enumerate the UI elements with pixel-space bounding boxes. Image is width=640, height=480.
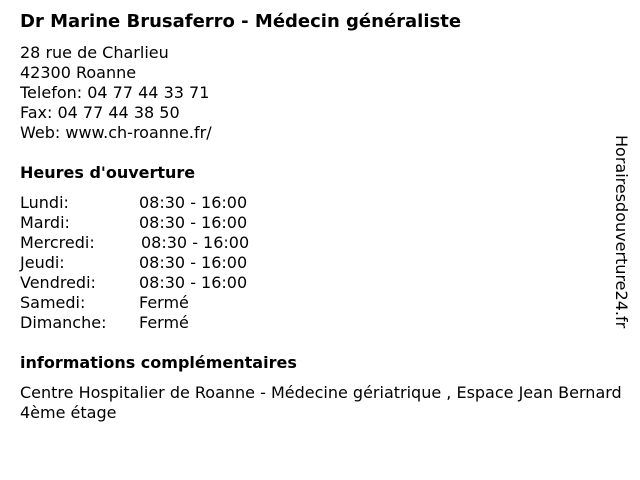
time-value: Fermé	[139, 293, 189, 312]
day-label: Mardi:	[20, 213, 70, 232]
side-brand: Horairesdouverture24.fr	[612, 135, 631, 329]
day-label: Dimanche:	[20, 313, 107, 332]
time-value: 08:30 - 16:00	[139, 253, 248, 272]
time-value: 08:30 - 16:00	[139, 213, 248, 232]
hours-row: Jeudi: 08:30 - 16:00	[20, 253, 320, 273]
phone: Telefon: 04 77 44 33 71	[20, 83, 210, 102]
day-label: Samedi:	[20, 293, 86, 312]
hours-row: Dimanche: Fermé	[20, 313, 320, 333]
time-value: 08:30 - 16:00	[139, 273, 248, 292]
day-label: Mercredi:	[20, 233, 95, 252]
hours-row: Vendredi: 08:30 - 16:00	[20, 273, 320, 293]
hours-table: Lundi: 08:30 - 16:00 Mardi: 08:30 - 16:00 …	[20, 193, 320, 333]
info-text: Centre Hospitalier de Roanne - Médecine …	[20, 383, 622, 422]
info-heading: informations complémentaires	[20, 353, 297, 372]
website: Web: www.ch-roanne.fr/	[20, 123, 212, 142]
hours-row: Mercredi: 08:30 - 16:00	[20, 233, 320, 253]
day-label: Vendredi:	[20, 273, 96, 292]
day-label: Jeudi:	[20, 253, 65, 272]
address-block: 28 rue de Charlieu 42300 Roanne Telefon:…	[20, 43, 212, 143]
city: 42300 Roanne	[20, 63, 137, 82]
street: 28 rue de Charlieu	[20, 43, 169, 62]
fax: Fax: 04 77 44 38 50	[20, 103, 180, 122]
hours-heading: Heures d'ouverture	[20, 163, 196, 182]
time-value: 08:30 - 16:00	[139, 193, 248, 212]
time-value: 08:30 - 16:00	[141, 233, 250, 252]
hours-row: Mardi: 08:30 - 16:00	[20, 213, 320, 233]
day-label: Lundi:	[20, 193, 69, 212]
hours-row: Samedi: Fermé	[20, 293, 320, 313]
page-title: Dr Marine Brusaferro - Médecin généralis…	[20, 11, 462, 32]
hours-row: Lundi: 08:30 - 16:00	[20, 193, 320, 213]
time-value: Fermé	[139, 313, 189, 332]
